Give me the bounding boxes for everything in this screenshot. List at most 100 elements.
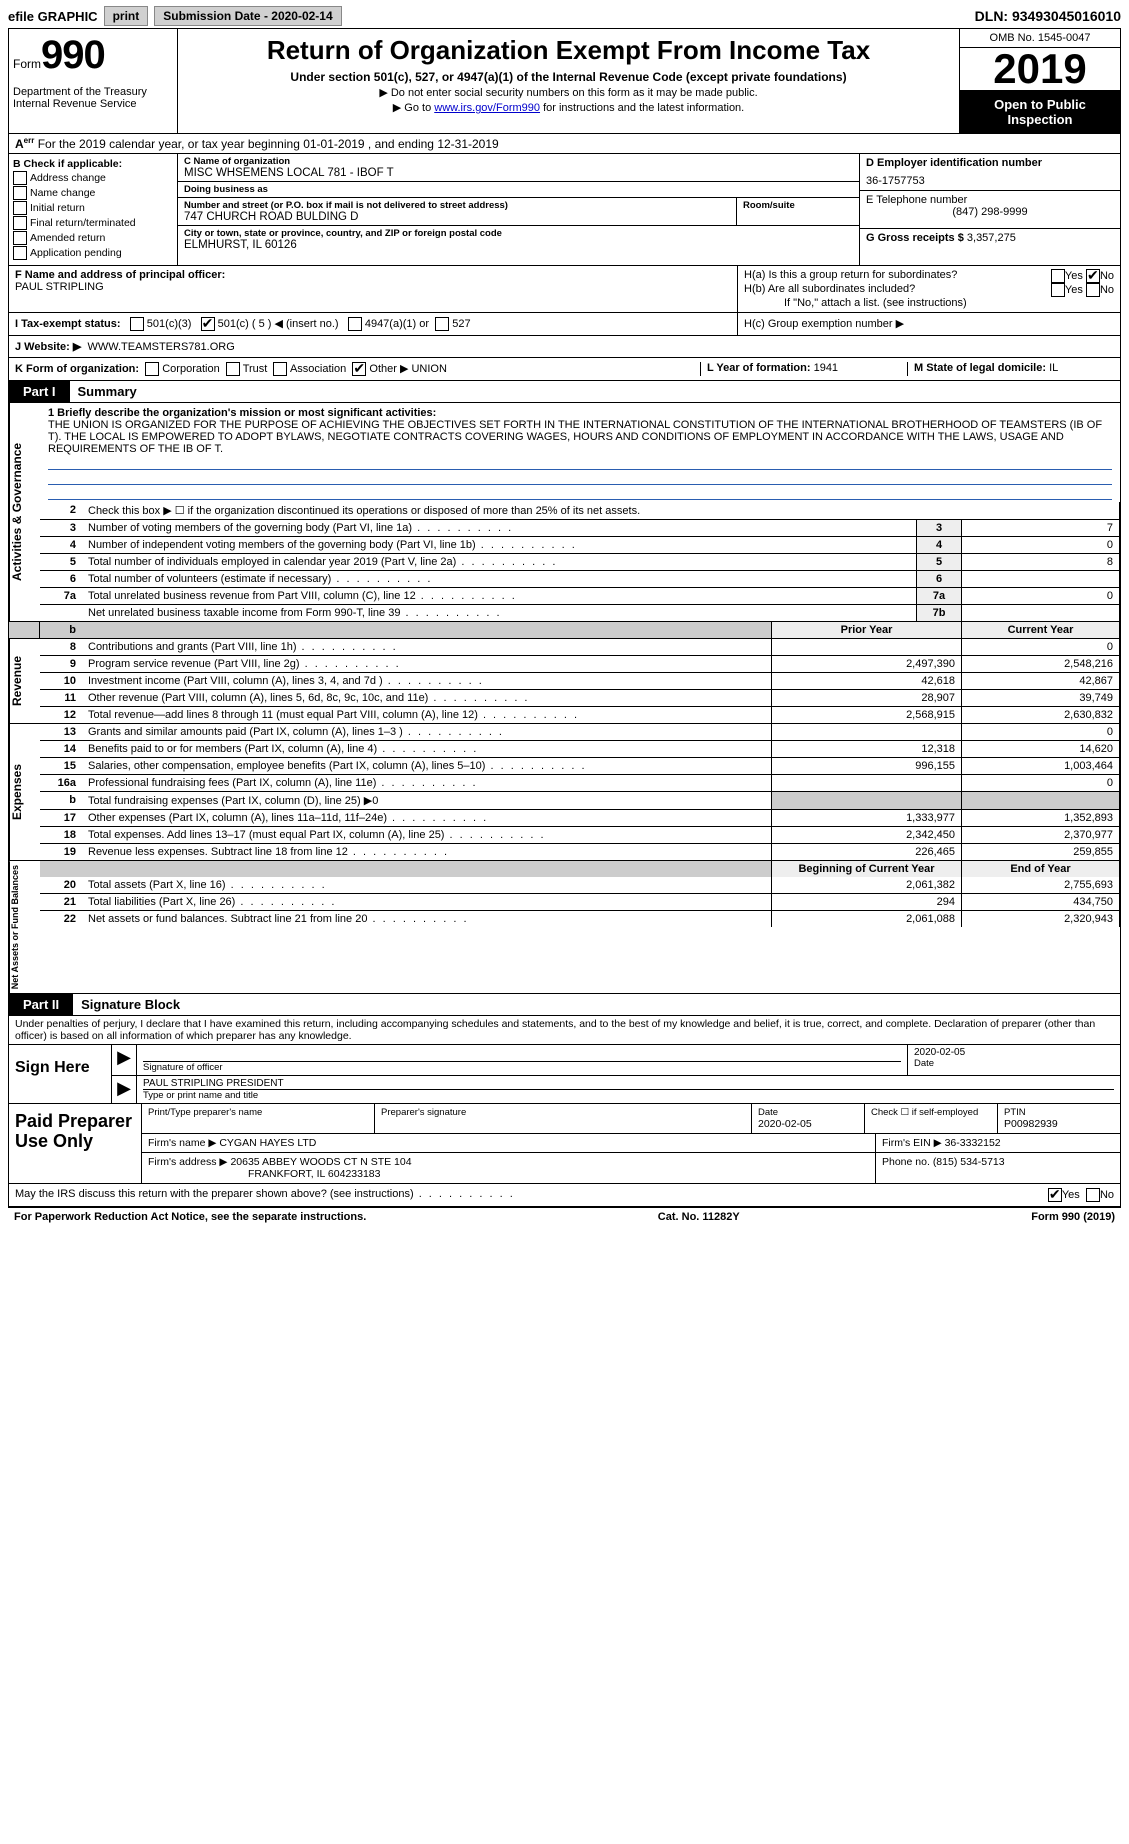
Ha-lbl: H(a) Is this a group return for subordin… (744, 269, 957, 283)
self-emp-lbl: Check ☐ if self-employed (871, 1107, 991, 1118)
b-cell: b (40, 622, 82, 638)
cb-initial[interactable] (13, 201, 27, 215)
cb-discuss-no[interactable] (1086, 1188, 1100, 1202)
firm-addr1: 20635 ABBEY WOODS CT N STE 104 (230, 1156, 411, 1168)
C-dba-lbl: Doing business as (184, 184, 853, 195)
prior-val: 226,465 (772, 844, 962, 861)
B-title: B Check if applicable: (13, 158, 173, 170)
net-assets-table: 20 Total assets (Part X, line 16) 2,061,… (40, 877, 1120, 927)
paid-preparer-label: Paid Preparer Use Only (9, 1104, 142, 1183)
cb-discuss-yes[interactable] (1048, 1188, 1062, 1202)
opt-4947: 4947(a)(1) or (365, 318, 429, 330)
cb-527[interactable] (435, 317, 449, 331)
ein-lbl: D Employer identification number (866, 157, 1114, 169)
sig-officer-lbl: Signature of officer (143, 1062, 901, 1073)
cb-app-pending[interactable] (13, 246, 27, 260)
line-desc: Total liabilities (Part X, line 26) (82, 894, 772, 911)
part2-label: Part II (9, 994, 73, 1015)
cb-final[interactable] (13, 216, 27, 230)
col-D: D Employer identification number 36-1757… (859, 154, 1120, 265)
prior-val: 2,342,450 (772, 827, 962, 844)
cb-other[interactable] (352, 362, 366, 376)
form-prefix: Form (13, 57, 41, 71)
officer-signature-line[interactable] (143, 1047, 901, 1062)
Hc-lbl: H(c) Group exemption number ▶ (744, 318, 904, 330)
K-lbl: K Form of organization: (15, 363, 139, 375)
cb-address-change[interactable] (13, 171, 27, 185)
M-lbl: M State of legal domicile: (914, 362, 1046, 374)
line-desc: Net unrelated business taxable income fr… (82, 605, 917, 622)
cb-corp[interactable] (145, 362, 159, 376)
prior-val: 2,061,382 (772, 877, 962, 894)
opt-amended: Amended return (30, 232, 105, 244)
discuss-dots (414, 1188, 515, 1200)
line-num: 9 (40, 656, 82, 673)
discuss-text: May the IRS discuss this return with the… (15, 1188, 414, 1200)
cb-501c3[interactable] (130, 317, 144, 331)
line-num: 14 (40, 741, 82, 758)
line-num: 6 (40, 571, 82, 588)
prep-date-lbl: Date (758, 1107, 858, 1118)
line-desc: Program service revenue (Part VIII, line… (82, 656, 772, 673)
cb-name-change[interactable] (13, 186, 27, 200)
prior-val: 12,318 (772, 741, 962, 758)
line-desc: Contributions and grants (Part VIII, lin… (82, 639, 772, 656)
sig-date: 2020-02-05 (914, 1047, 1114, 1058)
prior-val (772, 792, 962, 810)
opt-final: Final return/terminated (30, 217, 136, 229)
irs-link[interactable]: www.irs.gov/Form990 (434, 102, 540, 114)
gross-lbl: G Gross receipts $ (866, 232, 964, 244)
no-label-1: No (1100, 270, 1114, 282)
Hb-lbl: H(b) Are all subordinates included? (744, 283, 915, 297)
cb-trust[interactable] (226, 362, 240, 376)
line-desc: Total unrelated business revenue from Pa… (82, 588, 917, 605)
no-label-3: No (1100, 1189, 1114, 1201)
cb-ha-no[interactable] (1086, 269, 1100, 283)
I-lbl: I Tax-exempt status: (15, 318, 121, 330)
line-box: 7a (917, 588, 962, 605)
principal-officer: PAUL STRIPLING (15, 281, 104, 293)
F-lbl: F Name and address of principal officer: (15, 269, 225, 281)
row-A-text: For the 2019 calendar year, or tax year … (38, 137, 499, 151)
cur-val: 434,750 (962, 894, 1120, 911)
footer-mid: Cat. No. 11282Y (658, 1211, 740, 1223)
cb-amended[interactable] (13, 231, 27, 245)
sign-here-label: Sign Here (9, 1045, 112, 1103)
form-title: Return of Organization Exempt From Incom… (186, 35, 951, 66)
cb-4947[interactable] (348, 317, 362, 331)
prior-val: 2,061,088 (772, 911, 962, 928)
line-num: 2 (40, 502, 82, 520)
cb-hb-yes[interactable] (1051, 283, 1065, 297)
line-desc: Total expenses. Add lines 13–17 (must eq… (82, 827, 772, 844)
firm-addr-lbl: Firm's address ▶ (148, 1156, 228, 1168)
cb-ha-yes[interactable] (1051, 269, 1065, 283)
cb-assoc[interactable] (273, 362, 287, 376)
header-title-box: Return of Organization Exempt From Incom… (177, 28, 959, 134)
yes-label-2: Yes (1065, 284, 1083, 296)
part1-title: Summary (70, 381, 1120, 402)
net-header-table: Beginning of Current Year End of Year (40, 861, 1120, 877)
cb-hb-no[interactable] (1086, 283, 1100, 297)
ptin: P00982939 (1004, 1118, 1114, 1130)
line-desc: Number of voting members of the governin… (82, 520, 917, 537)
cb-501c[interactable] (201, 317, 215, 331)
line-desc: Revenue less expenses. Subtract line 18 … (82, 844, 772, 861)
line-desc: Benefits paid to or for members (Part IX… (82, 741, 772, 758)
rule2 (48, 470, 1112, 485)
line-desc: Salaries, other compensation, employee b… (82, 758, 772, 775)
street-address: 747 CHURCH ROAD BULDING D (184, 211, 730, 223)
row-A-taxyear: Aerr For the 2019 calendar year, or tax … (8, 134, 1121, 154)
print-button[interactable]: print (104, 6, 149, 26)
tel-lbl: E Telephone number (866, 194, 1114, 206)
prior-val: 294 (772, 894, 962, 911)
J-lbl: J Website: ▶ (15, 341, 81, 353)
col-B: B Check if applicable: Address change Na… (9, 154, 178, 265)
K-other-val: UNION (411, 363, 446, 375)
cur-val: 14,620 (962, 741, 1120, 758)
state-domicile: IL (1049, 362, 1058, 374)
line-num: 19 (40, 844, 82, 861)
line-num: 12 (40, 707, 82, 724)
form-id-box: Form990 Department of the Treasury Inter… (8, 28, 177, 134)
line-num: 16a (40, 775, 82, 792)
line-num: b (40, 792, 82, 810)
